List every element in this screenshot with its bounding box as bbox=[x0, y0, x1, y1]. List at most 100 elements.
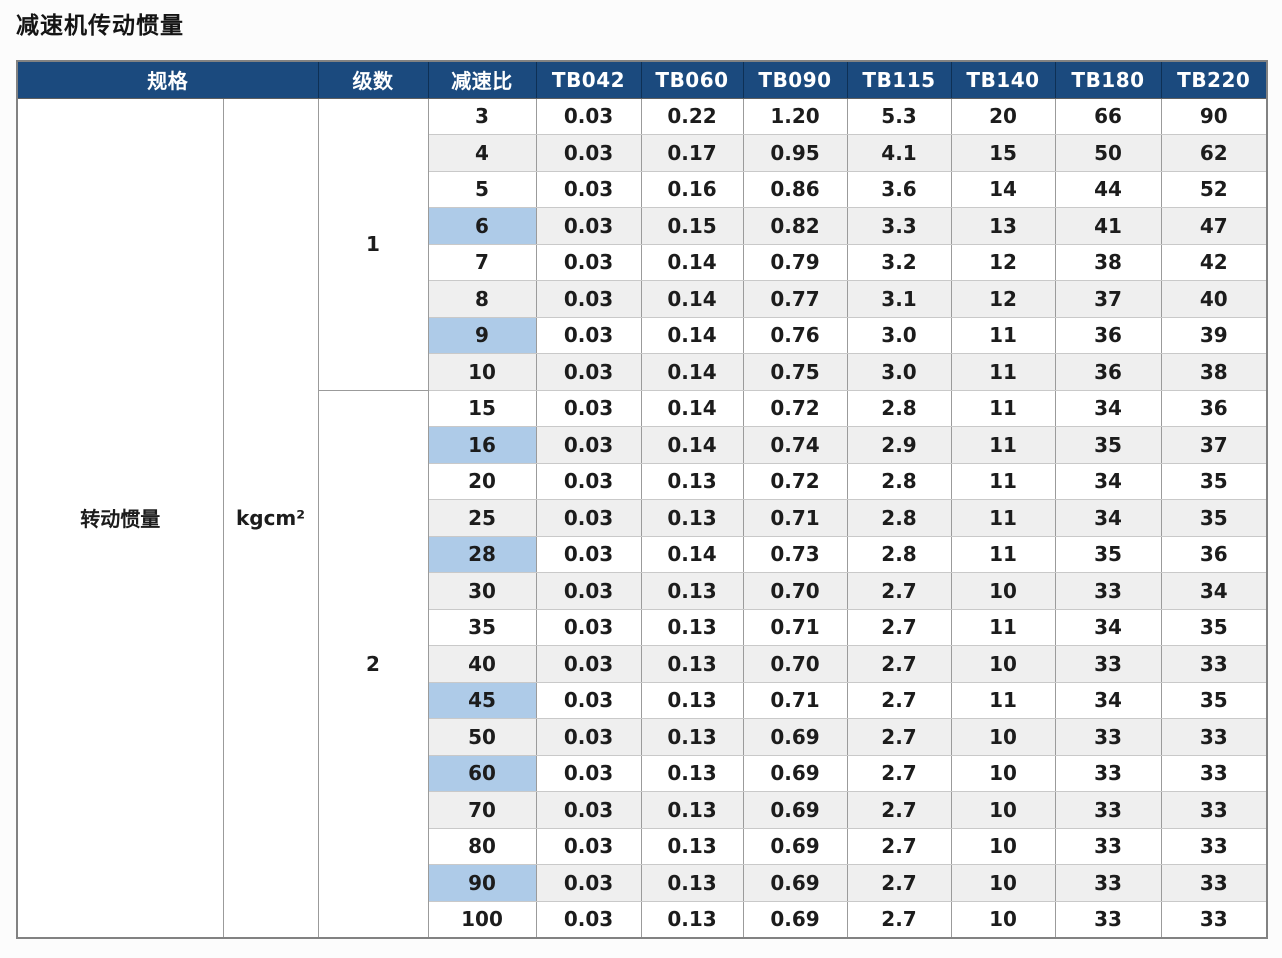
table-row: 80 0.03 0.13 0.69 2.7 10 33 33 bbox=[17, 827, 1268, 865]
value-cell-tb060: 0.16 bbox=[640, 170, 744, 208]
table-row: 4 0.03 0.17 0.95 4.1 15 50 62 bbox=[17, 134, 1268, 172]
value-cell-tb140: 11 bbox=[950, 389, 1056, 427]
table-row: 16 0.03 0.14 0.74 2.9 11 35 37 bbox=[17, 426, 1268, 464]
value-cell-tb180: 37 bbox=[1054, 280, 1162, 318]
value-cell-tb115: 2.7 bbox=[846, 827, 952, 865]
value-cell-tb090: 0.82 bbox=[742, 207, 848, 245]
header-ratio: 减速比 bbox=[427, 61, 537, 99]
spec-label-cell: 转动惯量 bbox=[16, 97, 224, 938]
value-cell-tb042: 0.03 bbox=[535, 462, 642, 500]
value-cell-tb180: 34 bbox=[1054, 608, 1162, 646]
value-cell-tb220: 40 bbox=[1160, 280, 1268, 318]
value-cell-tb042: 0.03 bbox=[535, 134, 642, 172]
ratio-cell: 15 bbox=[427, 389, 537, 427]
ratio-cell: 35 bbox=[427, 608, 537, 646]
value-cell-tb140: 14 bbox=[950, 170, 1056, 208]
table-row: 20 0.03 0.13 0.72 2.8 11 34 35 bbox=[17, 462, 1268, 500]
inertia-table: 规格 级数 减速比 TB042 TB060 TB090 TB115 TB140 … bbox=[16, 60, 1268, 939]
value-cell-tb115: 2.7 bbox=[846, 681, 952, 719]
table-row: 60 0.03 0.13 0.69 2.7 10 33 33 bbox=[17, 754, 1268, 792]
ratio-cell: 90 bbox=[427, 864, 537, 902]
value-cell-tb140: 11 bbox=[950, 535, 1056, 573]
ratio-cell: 100 bbox=[427, 900, 537, 938]
value-cell-tb060: 0.13 bbox=[640, 718, 744, 756]
value-cell-tb220: 33 bbox=[1160, 718, 1268, 756]
value-cell-tb090: 0.76 bbox=[742, 316, 848, 354]
ratio-cell: 9 bbox=[427, 316, 537, 354]
value-cell-tb115: 3.3 bbox=[846, 207, 952, 245]
value-cell-tb090: 0.71 bbox=[742, 499, 848, 537]
table-row: 10 0.03 0.14 0.75 3.0 11 36 38 bbox=[17, 353, 1268, 391]
value-cell-tb042: 0.03 bbox=[535, 791, 642, 829]
value-cell-tb220: 47 bbox=[1160, 207, 1268, 245]
value-cell-tb090: 1.20 bbox=[742, 97, 848, 135]
value-cell-tb180: 38 bbox=[1054, 243, 1162, 281]
value-cell-tb220: 36 bbox=[1160, 535, 1268, 573]
value-cell-tb090: 0.69 bbox=[742, 827, 848, 865]
value-cell-tb090: 0.73 bbox=[742, 535, 848, 573]
value-cell-tb042: 0.03 bbox=[535, 645, 642, 683]
value-cell-tb115: 2.7 bbox=[846, 791, 952, 829]
value-cell-tb042: 0.03 bbox=[535, 608, 642, 646]
value-cell-tb090: 0.77 bbox=[742, 280, 848, 318]
value-cell-tb090: 0.70 bbox=[742, 572, 848, 610]
value-cell-tb042: 0.03 bbox=[535, 864, 642, 902]
table-row: 45 0.03 0.13 0.71 2.7 11 34 35 bbox=[17, 681, 1268, 719]
value-cell-tb042: 0.03 bbox=[535, 572, 642, 610]
value-cell-tb220: 34 bbox=[1160, 572, 1268, 610]
value-cell-tb140: 10 bbox=[950, 791, 1056, 829]
value-cell-tb220: 33 bbox=[1160, 900, 1268, 938]
value-cell-tb220: 52 bbox=[1160, 170, 1268, 208]
header-spec: 规格 bbox=[16, 61, 319, 99]
value-cell-tb220: 33 bbox=[1160, 827, 1268, 865]
value-cell-tb115: 2.7 bbox=[846, 900, 952, 938]
value-cell-tb060: 0.13 bbox=[640, 900, 744, 938]
ratio-cell: 6 bbox=[427, 207, 537, 245]
table-row: 28 0.03 0.14 0.73 2.8 11 35 36 bbox=[17, 535, 1268, 573]
ratio-cell: 50 bbox=[427, 718, 537, 756]
value-cell-tb220: 37 bbox=[1160, 426, 1268, 464]
value-cell-tb060: 0.14 bbox=[640, 389, 744, 427]
value-cell-tb060: 0.17 bbox=[640, 134, 744, 172]
value-cell-tb140: 11 bbox=[950, 316, 1056, 354]
value-cell-tb140: 10 bbox=[950, 864, 1056, 902]
ratio-cell: 28 bbox=[427, 535, 537, 573]
value-cell-tb115: 2.7 bbox=[846, 864, 952, 902]
ratio-cell: 45 bbox=[427, 681, 537, 719]
value-cell-tb115: 3.0 bbox=[846, 316, 952, 354]
value-cell-tb140: 12 bbox=[950, 280, 1056, 318]
value-cell-tb140: 10 bbox=[950, 645, 1056, 683]
value-cell-tb042: 0.03 bbox=[535, 389, 642, 427]
value-cell-tb180: 34 bbox=[1054, 499, 1162, 537]
value-cell-tb090: 0.72 bbox=[742, 462, 848, 500]
value-cell-tb042: 0.03 bbox=[535, 681, 642, 719]
value-cell-tb180: 34 bbox=[1054, 462, 1162, 500]
value-cell-tb090: 0.69 bbox=[742, 900, 848, 938]
value-cell-tb220: 90 bbox=[1160, 97, 1268, 135]
value-cell-tb180: 35 bbox=[1054, 426, 1162, 464]
value-cell-tb180: 33 bbox=[1054, 645, 1162, 683]
value-cell-tb180: 34 bbox=[1054, 681, 1162, 719]
value-cell-tb090: 0.70 bbox=[742, 645, 848, 683]
page-title: 减速机传动惯量 bbox=[16, 13, 184, 39]
value-cell-tb090: 0.75 bbox=[742, 353, 848, 391]
value-cell-tb115: 2.7 bbox=[846, 645, 952, 683]
header-model-tb140: TB140 bbox=[950, 61, 1056, 99]
table-row: 30 0.03 0.13 0.70 2.7 10 33 34 bbox=[17, 572, 1268, 610]
value-cell-tb090: 0.69 bbox=[742, 718, 848, 756]
header-model-tb060: TB060 bbox=[640, 61, 744, 99]
unit-cell: kgcm² bbox=[222, 97, 319, 938]
value-cell-tb060: 0.13 bbox=[640, 681, 744, 719]
ratio-cell: 8 bbox=[427, 280, 537, 318]
value-cell-tb220: 33 bbox=[1160, 754, 1268, 792]
value-cell-tb042: 0.03 bbox=[535, 499, 642, 537]
header-model-tb220: TB220 bbox=[1160, 61, 1268, 99]
value-cell-tb115: 3.6 bbox=[846, 170, 952, 208]
table-row: 35 0.03 0.13 0.71 2.7 11 34 35 bbox=[17, 608, 1268, 646]
value-cell-tb140: 10 bbox=[950, 827, 1056, 865]
value-cell-tb042: 0.03 bbox=[535, 827, 642, 865]
value-cell-tb140: 10 bbox=[950, 900, 1056, 938]
value-cell-tb115: 2.8 bbox=[846, 535, 952, 573]
value-cell-tb220: 42 bbox=[1160, 243, 1268, 281]
value-cell-tb140: 15 bbox=[950, 134, 1056, 172]
